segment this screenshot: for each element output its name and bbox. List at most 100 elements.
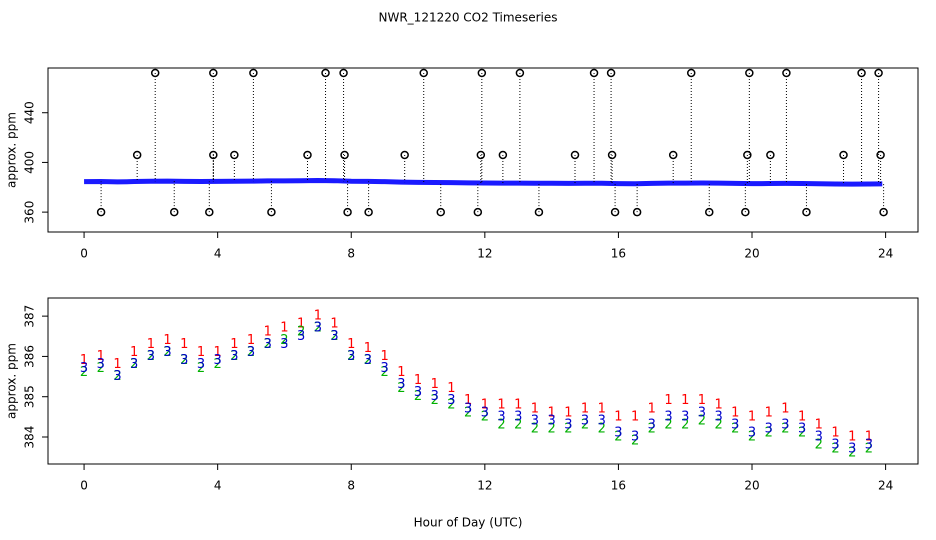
point-marker: 1 [731, 405, 739, 420]
point-marker: 1 [481, 397, 489, 412]
x-tick-label: 4 [214, 479, 222, 493]
flag-point [534, 207, 544, 217]
point-marker: 3 [581, 413, 589, 428]
point-marker: 1 [247, 333, 255, 348]
point-marker: 1 [130, 345, 138, 360]
point-marker: 3 [97, 357, 105, 372]
point-marker: 2 [447, 397, 455, 412]
point-marker: 2 [831, 442, 839, 457]
flag-point [570, 150, 580, 160]
flag-point [419, 68, 428, 78]
x-tick-label: 8 [347, 479, 355, 493]
point-marker: 3 [798, 421, 806, 436]
point-marker: 2 [547, 421, 555, 436]
point-marker: 2 [397, 381, 405, 396]
point-marker: 1 [848, 430, 856, 445]
flag-point [303, 150, 312, 160]
point-marker: 2 [865, 442, 873, 457]
point-marker: 3 [397, 377, 405, 392]
flag-point [96, 207, 106, 217]
flag-point [686, 68, 696, 78]
flag-point [321, 68, 330, 78]
flag-point [589, 68, 599, 78]
point-marker: 3 [431, 389, 439, 404]
point-marker: 1 [264, 325, 272, 340]
point-marker: 1 [147, 337, 155, 352]
flag-point [668, 150, 678, 160]
point-marker: 1 [464, 393, 472, 408]
point-marker: 2 [681, 417, 689, 432]
point-marker: 2 [381, 365, 389, 380]
point-marker: 3 [514, 409, 522, 424]
point-marker: 2 [731, 421, 739, 436]
point-marker: 2 [330, 329, 338, 344]
point-marker: 1 [180, 337, 188, 352]
point-marker: 3 [130, 357, 138, 372]
flag-point [209, 68, 218, 78]
point-marker: 2 [197, 361, 205, 376]
point-marker: 1 [163, 333, 171, 348]
point-marker: 2 [97, 361, 105, 376]
flag-point [400, 150, 409, 160]
flag-point [839, 150, 848, 160]
flag-point [741, 207, 750, 217]
point-marker: 2 [414, 389, 422, 404]
point-marker: 2 [564, 421, 572, 436]
y-tick-label: 386 [23, 345, 37, 368]
point-marker: 1 [364, 341, 372, 356]
point-marker: 1 [414, 373, 422, 388]
point-marker: 2 [531, 421, 539, 436]
point-marker: 1 [497, 397, 505, 412]
point-marker: 2 [264, 337, 272, 352]
y-tick-label: 385 [23, 385, 37, 408]
flag-point [339, 68, 348, 78]
flag-point [340, 150, 349, 160]
point-marker: 1 [330, 317, 338, 332]
flag-point [498, 150, 508, 160]
point-marker: 3 [564, 417, 572, 432]
point-marker: 2 [848, 446, 856, 461]
x-tick-label: 20 [744, 479, 759, 493]
point-marker: 2 [147, 349, 155, 364]
point-marker: 3 [681, 409, 689, 424]
point-marker: 3 [464, 401, 472, 416]
flag-point [209, 150, 218, 160]
flag-point [802, 207, 811, 217]
point-marker: 1 [648, 401, 656, 416]
point-marker: 1 [197, 345, 205, 360]
flag-point [343, 207, 352, 217]
flag-point [473, 207, 483, 217]
y-tick-label: 400 [23, 151, 37, 174]
point-marker: 2 [113, 369, 121, 384]
point-marker: 3 [765, 421, 773, 436]
point-marker: 1 [447, 381, 455, 396]
point-marker: 1 [865, 430, 873, 445]
point-marker: 2 [698, 413, 706, 428]
point-marker: 3 [547, 413, 555, 428]
flag-point [766, 150, 775, 160]
plot-frame [47, 67, 919, 233]
point-marker: 2 [631, 434, 639, 449]
point-marker: 3 [147, 349, 155, 364]
x-tick-label: 12 [477, 247, 492, 261]
point-marker: 2 [798, 425, 806, 440]
point-marker: 1 [564, 405, 572, 420]
x-tick-label: 20 [744, 247, 759, 261]
point-marker: 1 [698, 393, 706, 408]
point-marker: 1 [765, 405, 773, 420]
point-marker: 3 [731, 417, 739, 432]
flag-point [876, 150, 885, 160]
flag-point [477, 68, 487, 78]
flag-point [169, 207, 179, 217]
point-marker: 2 [748, 430, 756, 445]
point-marker: 2 [431, 393, 439, 408]
x-tick-label: 0 [80, 247, 88, 261]
point-marker: 3 [247, 345, 255, 360]
point-marker: 2 [347, 349, 355, 364]
point-marker: 3 [264, 337, 272, 352]
flag-point [436, 207, 446, 217]
point-marker: 1 [214, 345, 222, 360]
point-marker: 3 [815, 430, 823, 445]
point-marker: 1 [531, 401, 539, 416]
